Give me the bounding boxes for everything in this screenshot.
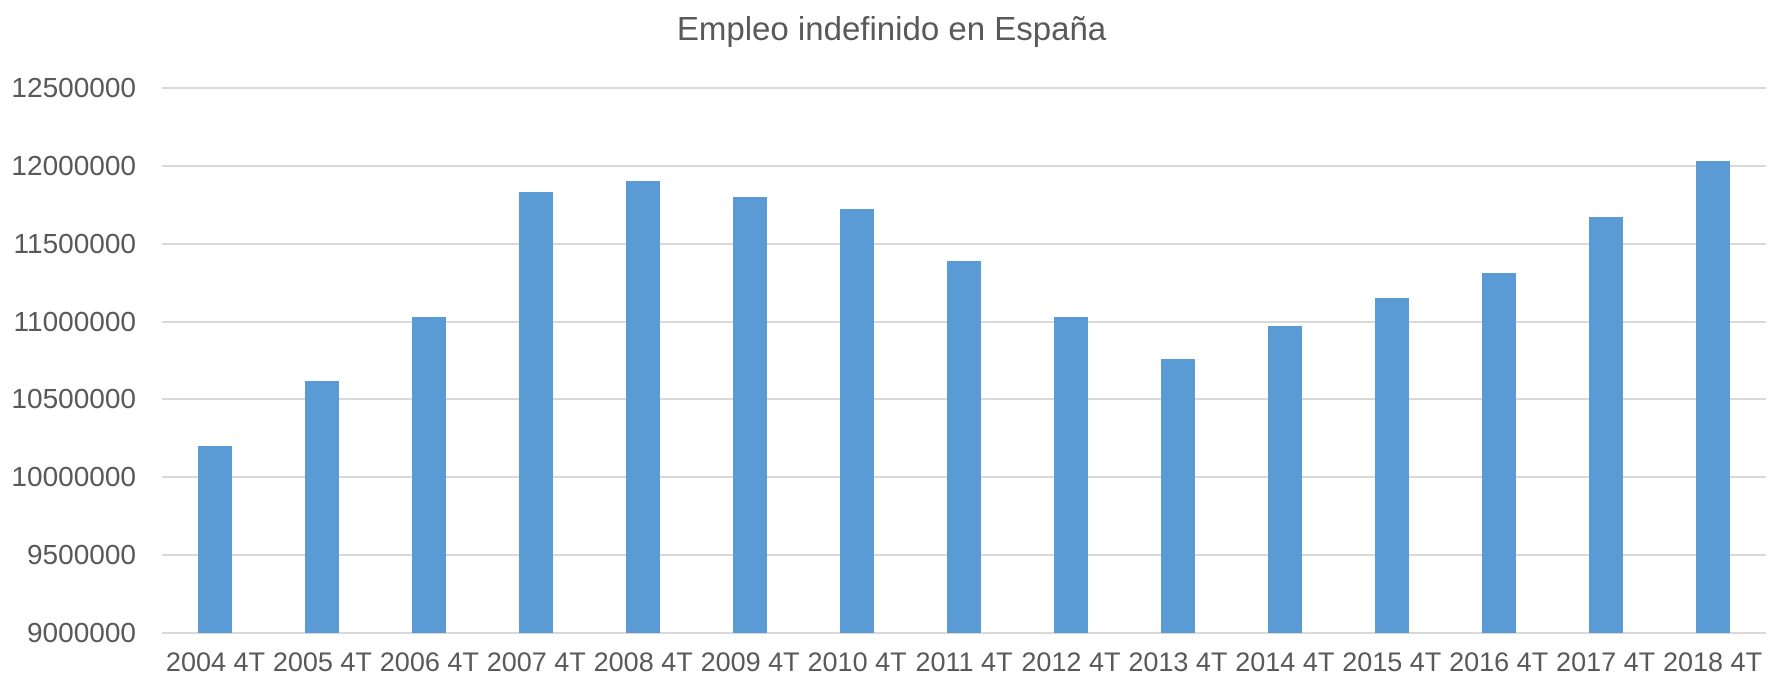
bar-2005-4t [305,380,340,633]
bar-2011-4t [947,260,981,633]
bar-2012-4t [1053,316,1088,633]
gridline [162,632,1766,634]
bar-2018-4t [1695,161,1730,633]
y-tick-label: 12000000 [11,149,136,181]
x-axis: 2004 4T 2005 4T 2006 4T 2007 4T 2008 4T 2009 … [162,645,1766,685]
x-tick-label: 2010 4T [807,647,907,677]
y-tick-label: 9500000 [26,539,136,571]
bar-2014-4t [1267,326,1302,633]
y-tick-label: 10000000 [11,461,136,493]
bar-2017-4t [1588,217,1623,633]
x-tick-label: 2015 4T [1342,647,1442,677]
bar-2006-4t [412,316,447,633]
x-tick-label: 2008 4T [593,647,693,677]
chart-title: Empleo indefinido en España [676,10,1107,47]
x-tick-label: 2007 4T [486,647,586,677]
x-tick-label: 2009 4T [700,647,800,677]
x-tick-label: 2005 4T [272,647,372,677]
gridline [162,164,1766,167]
bar-2007-4t [519,192,554,633]
x-tick-label: 2017 4T [1556,647,1656,677]
bar-2009-4t [733,197,768,633]
y-axis: 9000000 9500000 10000000 10500000 11000000 11… [0,74,137,647]
y-tick-label: 10500000 [11,383,136,415]
bar-2013-4t [1160,358,1195,633]
gridline [162,87,1766,89]
bar-2016-4t [1481,273,1516,633]
x-tick-label: 2004 4T [165,647,265,677]
y-tick-label: 11000000 [13,305,137,337]
y-tick-label: 12500000 [11,72,136,103]
plot-area [162,87,1766,634]
x-tick-label: 2014 4T [1235,647,1335,677]
x-tick-label: 2016 4T [1449,647,1549,677]
y-tick-label: 9000000 [26,617,136,648]
y-tick-label: 11500000 [13,227,137,259]
x-tick-label: 2011 4T [915,647,1013,677]
bar-2015-4t [1374,298,1409,633]
bar-2004-4t [198,446,233,633]
x-tick-label: 2013 4T [1128,647,1228,677]
bar-2010-4t [840,209,875,633]
x-tick-label: 2006 4T [379,647,479,677]
gridline [162,242,1766,245]
x-tick-label: 2012 4T [1021,647,1121,677]
x-tick-label: 2018 4T [1662,647,1763,677]
bar-2008-4t [626,181,661,633]
